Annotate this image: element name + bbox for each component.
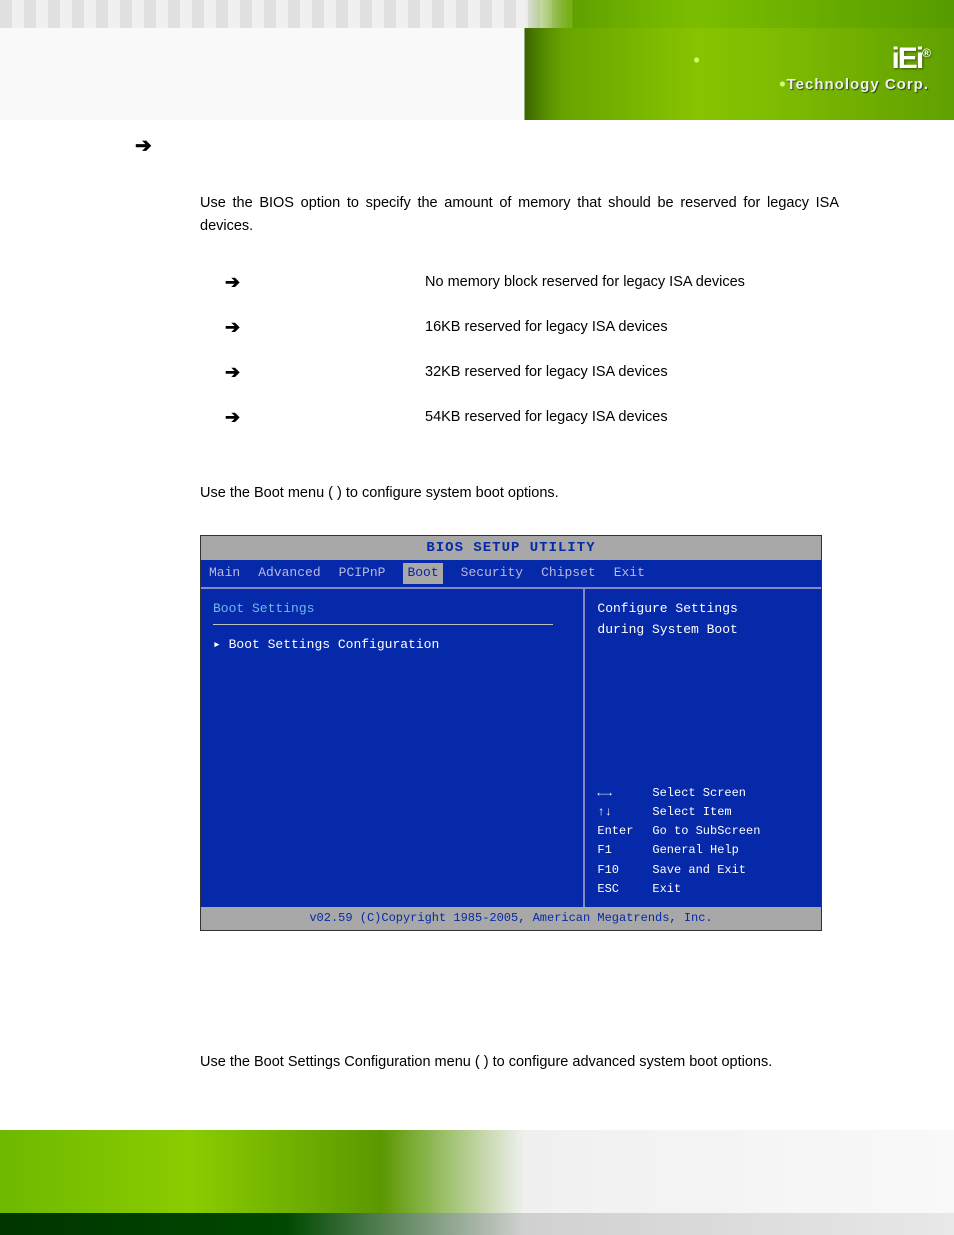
intro-paragraph: Use the BIOS option to specify the amoun…: [200, 192, 839, 238]
option-row: ➔ 32KB reserved for legacy ISA devices: [225, 358, 839, 387]
arrow-right-icon: ➔: [225, 403, 425, 432]
bios-nav-row: ←→Select Screen: [597, 784, 809, 803]
bios-nav-row: ↑↓Select Item: [597, 803, 809, 822]
bios-tab-security: Security: [461, 563, 523, 584]
option-desc: 32KB reserved for legacy ISA devices: [425, 361, 839, 384]
arrow-right-icon: ➔: [225, 358, 425, 387]
option-row: ➔ 54KB reserved for legacy ISA devices: [225, 403, 839, 432]
bios-help-line1: Configure Settings: [597, 599, 809, 620]
option-desc: No memory block reserved for legacy ISA …: [425, 271, 839, 294]
bios-divider: [213, 624, 553, 625]
nav-label: General Help: [652, 841, 738, 860]
logo-main: iEi: [891, 42, 922, 75]
bios-right-pane: Configure Settings during System Boot ←→…: [585, 589, 821, 909]
option-row: ➔ 16KB reserved for legacy ISA devices: [225, 313, 839, 342]
logo-text: iEi®: [787, 42, 929, 76]
boot-menu-paragraph: Use the Boot menu ( ) to configure syste…: [200, 482, 839, 505]
bios-help-line2: during System Boot: [597, 620, 809, 641]
nav-key: ↑↓: [597, 803, 652, 822]
bottom-banner: [0, 1130, 954, 1235]
nav-label: Save and Exit: [652, 861, 746, 880]
intro-post: BIOS option to specify the amount of mem…: [200, 195, 839, 234]
spacer: [145, 931, 839, 1001]
section-arrow-icon: ➔: [135, 130, 839, 162]
bios-nav-help: ←→Select Screen ↑↓Select Item EnterGo to…: [597, 784, 809, 899]
option-desc: 16KB reserved for legacy ISA devices: [425, 316, 839, 339]
option-desc: 54KB reserved for legacy ISA devices: [425, 406, 839, 429]
nav-key: F1: [597, 841, 652, 860]
bios-left-pane: Boot Settings ▸ Boot Settings Configurat…: [201, 589, 585, 909]
nav-label: Go to SubScreen: [652, 822, 760, 841]
bios-nav-row: F1General Help: [597, 841, 809, 860]
boot-intro-post: ) to configure system boot options.: [337, 485, 559, 501]
bios-menu-item: ▸ Boot Settings Configuration: [213, 635, 571, 656]
bios-tab-boot: Boot: [403, 563, 442, 584]
bios-help-text: Configure Settings during System Boot: [597, 599, 809, 641]
nav-key: ←→: [597, 784, 652, 803]
logo: iEi® Technology Corp.: [787, 42, 929, 93]
nav-key: F10: [597, 861, 652, 880]
nav-label: Exit: [652, 880, 681, 899]
bios-tab-exit: Exit: [614, 563, 645, 584]
boot-cfg-post: ) to configure advanced system boot opti…: [484, 1054, 773, 1070]
arrow-right-icon: ➔: [225, 268, 425, 297]
bios-tab-pcipnp: PCIPnP: [339, 563, 386, 584]
bios-tab-advanced: Advanced: [258, 563, 320, 584]
boot-intro-pre: Use the Boot menu (: [200, 485, 333, 501]
nav-label: Select Screen: [652, 784, 746, 803]
bios-body: Boot Settings ▸ Boot Settings Configurat…: [201, 589, 821, 909]
bios-screenshot: BIOS SETUP UTILITY Main Advanced PCIPnP …: [200, 535, 822, 931]
option-list: ➔ No memory block reserved for legacy IS…: [225, 268, 839, 431]
nav-key: Enter: [597, 822, 652, 841]
bios-nav-row: F10Save and Exit: [597, 861, 809, 880]
nav-key: ESC: [597, 880, 652, 899]
bios-section-title: Boot Settings: [213, 599, 571, 620]
option-row: ➔ No memory block reserved for legacy IS…: [225, 268, 839, 297]
bios-tab-chipset: Chipset: [541, 563, 596, 584]
bios-menu-bar: Main Advanced PCIPnP Boot Security Chips…: [201, 560, 821, 589]
page-content: ➔ Use the BIOS option to specify the amo…: [0, 120, 954, 1074]
logo-reg: ®: [922, 46, 929, 60]
boot-cfg-paragraph: Use the Boot Settings Configuration menu…: [200, 1051, 839, 1074]
logo-subtitle: Technology Corp.: [787, 76, 929, 93]
top-banner: iEi® Technology Corp.: [0, 0, 954, 120]
bios-footer: v02.59 (C)Copyright 1985-2005, American …: [201, 907, 821, 930]
arrow-right-icon: ➔: [225, 313, 425, 342]
boot-cfg-pre: Use the Boot Settings Configuration menu…: [200, 1054, 480, 1070]
bios-nav-row: ESCExit: [597, 880, 809, 899]
intro-pre: Use the: [200, 195, 259, 211]
nav-label: Select Item: [652, 803, 731, 822]
bios-tab-main: Main: [209, 563, 240, 584]
bios-title: BIOS SETUP UTILITY: [201, 536, 821, 560]
bios-nav-row: EnterGo to SubScreen: [597, 822, 809, 841]
